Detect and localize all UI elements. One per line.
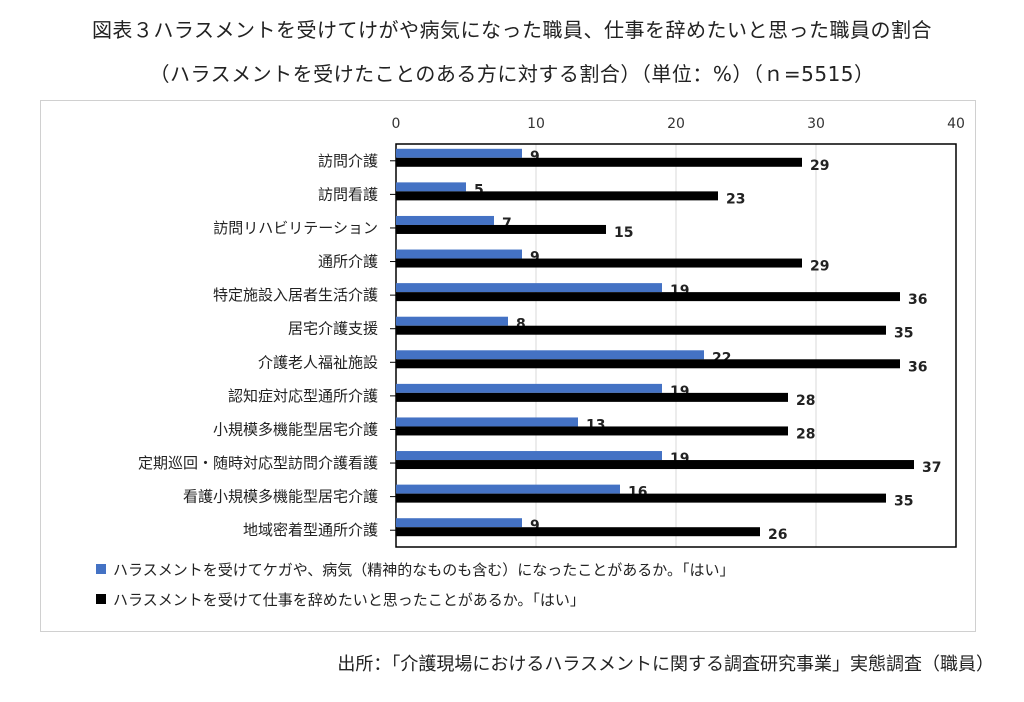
x-tick-label: 0 (392, 116, 401, 132)
data-label: 28 (796, 426, 815, 442)
bar-quit (396, 460, 914, 470)
bar-injury (396, 451, 662, 461)
data-label: 23 (726, 191, 745, 207)
legend-entry: ハラスメントを受けて仕事を辞めたいと思ったことがあるか。「はい」 (113, 591, 585, 609)
data-label: 9 (530, 149, 540, 165)
category-label: 小規模多機能型居宅介護 (213, 420, 378, 438)
category-label: 訪問介護 (318, 152, 378, 170)
category-label: 認知症対応型通所介護 (228, 387, 378, 405)
bar-quit (396, 392, 788, 402)
data-label: 5 (474, 182, 484, 198)
x-tick-label: 20 (667, 116, 685, 132)
data-label: 7 (502, 216, 512, 232)
data-label: 28 (796, 393, 815, 409)
bar-quit (396, 527, 760, 537)
x-tick-label: 30 (807, 116, 825, 132)
bar-injury (396, 182, 466, 192)
category-label: 訪問看護 (318, 185, 378, 203)
bar-quit (396, 258, 802, 268)
chart-frame: 0 10 20 30 40 訪問介護 9 29 訪問看護 5 23 訪問リハビリテーション 7 15 通所介… (40, 100, 976, 632)
legend-swatch (96, 594, 106, 604)
bar-injury (396, 215, 494, 225)
legend-swatch (96, 564, 106, 574)
legend-entry: ハラスメントを受けてケガや、病気（精神的なものも含む）になったことがあるか。「は… (113, 561, 734, 579)
bar-quit (396, 224, 606, 234)
chart-title: 図表３ハラスメントを受けてけがや病気になった職員、仕事を辞めたいと思った職員の割… (91, 18, 933, 42)
category-label: 地域密着型通所介護 (243, 521, 378, 539)
category-label: 看護小規模多機能型居宅介護 (183, 488, 378, 506)
source-note: 出所：「介護現場におけるハラスメントに関する調査研究事業」実態調査（職員） (337, 654, 994, 675)
category-label: 特定施設入居者生活介護 (213, 286, 378, 304)
category-label: 訪問リハビリテーション (213, 219, 378, 237)
data-label: 8 (516, 317, 526, 333)
data-label: 15 (614, 225, 633, 241)
category-label: 居宅介護支援 (288, 320, 378, 338)
category-label: 介護老人福祉施設 (258, 353, 378, 371)
bar-injury (396, 249, 522, 259)
bar-injury (396, 518, 522, 528)
data-label: 29 (810, 158, 829, 174)
bar-quit (396, 325, 886, 335)
data-label: 35 (894, 494, 913, 510)
category-label: 通所介護 (318, 253, 378, 271)
bar-injury (396, 417, 578, 427)
bar-quit (396, 426, 788, 436)
bar-quit (396, 292, 900, 302)
data-label: 9 (530, 518, 540, 534)
bar-injury (396, 383, 662, 393)
data-label: 36 (908, 292, 927, 308)
bar-chart: 0 10 20 30 40 訪問介護 9 29 訪問看護 5 23 訪問リハビリテーション 7 15 通所介… (96, 116, 965, 609)
bar-quit (396, 191, 718, 201)
data-label: 26 (768, 527, 787, 543)
bar-quit (396, 157, 802, 167)
bar-injury (396, 148, 522, 158)
bar-quit (396, 493, 886, 503)
bar-injury (396, 350, 704, 360)
data-label: 29 (810, 259, 829, 275)
bar-injury (396, 484, 620, 494)
chart-subtitle: （ハラスメントを受けたことのある方に対する割合）（単位：%）（ｎ=5515） (149, 62, 875, 86)
category-label: 定期巡回・随時対応型訪問介護看護 (138, 454, 378, 472)
x-tick-label: 40 (947, 116, 965, 132)
plot-area-border (395, 143, 957, 548)
data-label: 35 (894, 326, 913, 342)
bar-quit (396, 359, 900, 369)
data-label: 37 (922, 460, 941, 476)
data-label: 36 (908, 359, 927, 375)
x-tick-label: 10 (527, 116, 545, 132)
bar-injury (396, 283, 662, 293)
bar-injury (396, 316, 508, 326)
data-label: 9 (530, 250, 540, 266)
